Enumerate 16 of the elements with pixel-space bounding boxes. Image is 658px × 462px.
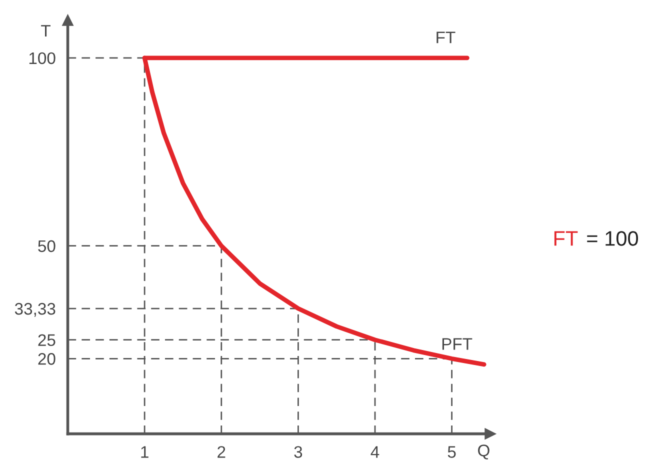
y-tick-label: 20: [38, 353, 56, 365]
x-tick-label: 1: [141, 446, 148, 458]
text: = 100: [587, 231, 638, 246]
x-tick-label: 3: [294, 446, 302, 458]
series-label: FT: [436, 32, 456, 44]
y-tick-label: 25: [38, 334, 56, 346]
x-tick-label: 4: [370, 446, 380, 458]
x-tick-label: 5: [448, 446, 456, 458]
y-axis-title: T: [41, 25, 50, 37]
y-tick-label: 100: [29, 52, 56, 64]
y-tick-label: 33,33: [14, 302, 56, 317]
x-axis-title: Q: [478, 444, 490, 460]
series-label: PFT: [442, 338, 472, 350]
text: FT: [554, 231, 578, 246]
x-tick-label: 2: [218, 446, 226, 458]
y-tick-label: 50: [38, 240, 56, 252]
